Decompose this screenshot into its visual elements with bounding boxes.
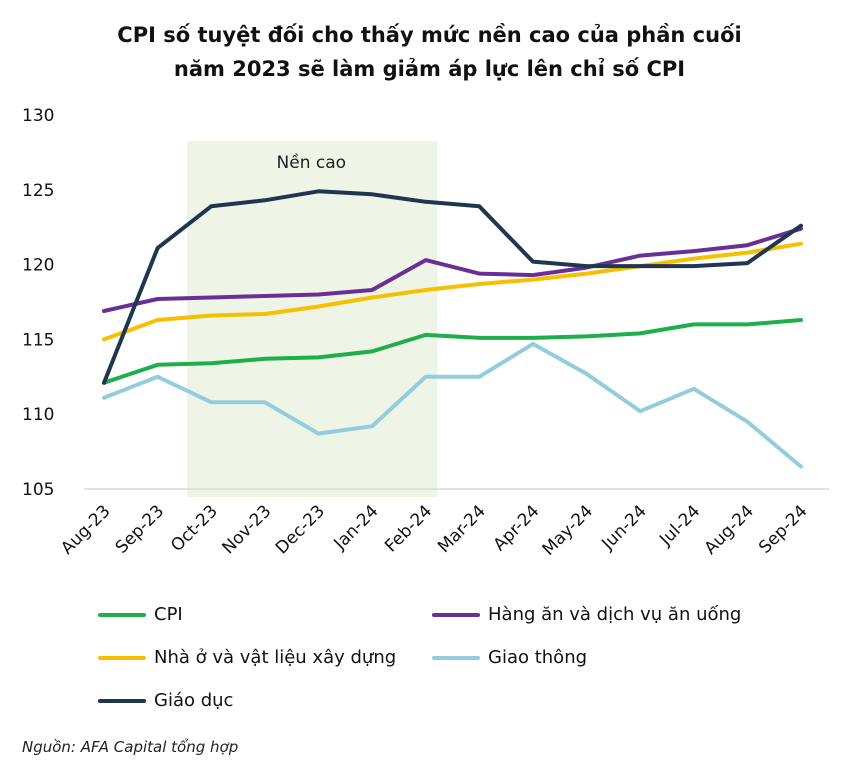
legend-label-cpi: CPI bbox=[154, 604, 183, 625]
legend-item-transport: Giao thông bbox=[432, 647, 587, 668]
legend-swatch-housing bbox=[98, 655, 146, 660]
legend-item-education: Giáo dục bbox=[98, 690, 233, 711]
x-tick-label: Dec-23 bbox=[272, 501, 329, 558]
legend-item-cpi: CPI bbox=[98, 604, 183, 625]
series-line-food bbox=[102, 226, 803, 313]
series-line-cpi bbox=[102, 318, 803, 385]
legend-label-education: Giáo dục bbox=[154, 690, 234, 711]
x-tick-label: May-24 bbox=[539, 501, 597, 559]
legend-swatch-education bbox=[98, 698, 146, 703]
y-tick-label: 125 bbox=[22, 181, 54, 201]
series-line-education bbox=[102, 189, 803, 385]
legend-swatch-cpi bbox=[98, 612, 146, 617]
legend-swatch-food bbox=[432, 612, 480, 617]
x-tick-label: Feb-24 bbox=[381, 501, 436, 556]
legend-label-transport: Giao thông bbox=[488, 647, 588, 668]
series-line-housing bbox=[102, 241, 803, 342]
x-tick-label: Jan-24 bbox=[330, 501, 383, 554]
legend-swatch-transport bbox=[432, 655, 480, 660]
x-tick-label: Aug-23 bbox=[57, 501, 114, 558]
x-tick-label: Nov-23 bbox=[218, 501, 275, 558]
legend-item-food: Hàng ăn và dịch vụ ăn uống bbox=[432, 604, 741, 625]
x-tick-label: Sep-24 bbox=[755, 501, 811, 557]
y-tick-label: 105 bbox=[22, 480, 54, 500]
highlight-band-layer: Nền cao bbox=[187, 141, 438, 497]
chart-title-line-2: năm 2023 sẽ làm giảm áp lực lên chỉ số C… bbox=[173, 57, 686, 81]
x-tick-label: Jun-24 bbox=[597, 501, 650, 554]
x-tick-label: Apr-24 bbox=[490, 501, 544, 555]
x-tick-label: Mar-24 bbox=[434, 501, 490, 557]
legend-label-food: Hàng ăn và dịch vụ ăn uống bbox=[488, 604, 742, 625]
x-tick-label: Oct-23 bbox=[167, 501, 222, 556]
chart-title: CPI số tuyệt đối cho thấy mức nền cao củ… bbox=[0, 18, 859, 86]
chart-title-line-1: CPI số tuyệt đối cho thấy mức nền cao củ… bbox=[117, 23, 742, 47]
source-note: Nguồn: AFA Capital tổng hợp bbox=[22, 738, 239, 756]
highlight-band bbox=[187, 141, 438, 497]
series-layer bbox=[102, 189, 803, 469]
y-tick-label: 120 bbox=[22, 256, 54, 276]
x-tick-label: Sep-23 bbox=[112, 501, 168, 557]
y-tick-label: 110 bbox=[22, 405, 54, 425]
y-tick-label: 115 bbox=[22, 330, 54, 350]
x-tick-label: Jul-24 bbox=[655, 501, 704, 550]
legend-item-housing: Nhà ở và vật liệu xây dựng bbox=[98, 647, 396, 668]
y-tick-label: 130 bbox=[22, 106, 54, 126]
x-tick-label: Aug-24 bbox=[701, 501, 758, 558]
legend-label-housing: Nhà ở và vật liệu xây dựng bbox=[154, 647, 397, 668]
highlight-band-label: Nền cao bbox=[277, 152, 347, 173]
series-line-transport bbox=[102, 341, 803, 469]
